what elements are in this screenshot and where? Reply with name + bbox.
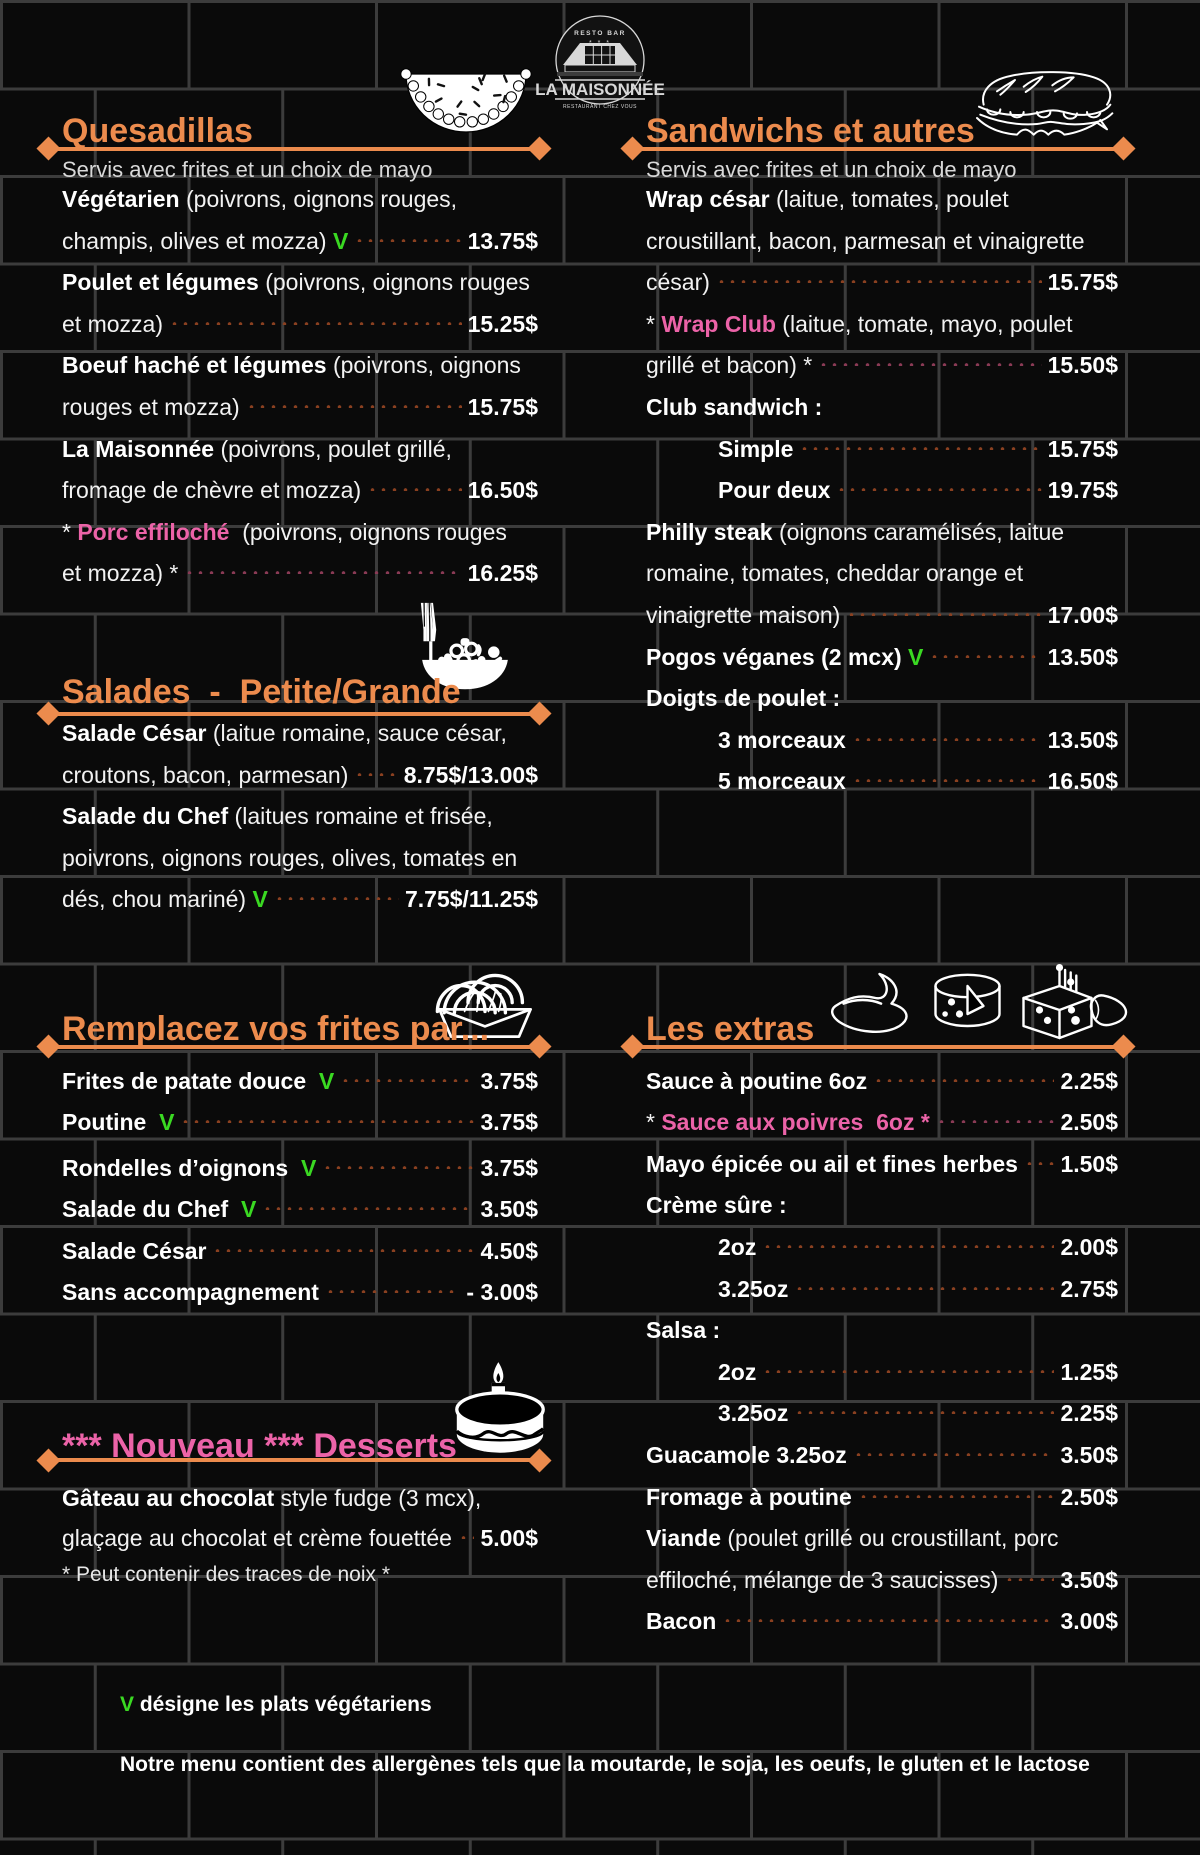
svg-text:RESTO BAR: RESTO BAR [574, 30, 626, 37]
svg-text:LA MAISONNÉE: LA MAISONNÉE [535, 80, 665, 99]
svg-text:RESTAURANT CHEZ VOUS: RESTAURANT CHEZ VOUS [563, 104, 637, 110]
